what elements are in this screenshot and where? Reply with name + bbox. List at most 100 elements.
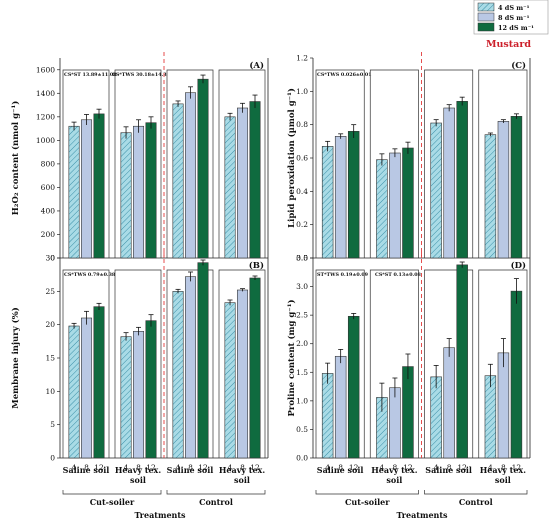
y-tick-label: 0: [50, 454, 55, 463]
group-label: soil: [234, 475, 250, 485]
y-tick-label: 20: [45, 320, 55, 329]
stat-annotation: CS*TWS 0.026±0.01: [317, 72, 372, 78]
group-bracket: [114, 69, 162, 258]
legend: 4 dS m⁻¹ 8 dS m⁻¹ 12 dS m⁻¹: [473, 0, 549, 35]
x-tick-label: 12: [198, 463, 208, 472]
y-axis-label: Lipid peroxidation (µmol g⁻¹): [286, 88, 297, 228]
y-tick-label: 1600: [36, 65, 55, 74]
bar: [145, 320, 157, 459]
bar: [68, 325, 80, 459]
group-bracket: [218, 69, 266, 258]
x-tick-label: 4: [176, 463, 181, 472]
legend-label-4: 4 dS m⁻¹: [498, 4, 530, 12]
legend-swatch-4: [477, 2, 495, 12]
y-tick-label: 400: [41, 206, 56, 215]
stat-annotation: CS*TWS 0.79±0.38: [64, 272, 116, 278]
y-axis-label: Proline content (mg g⁻¹): [286, 299, 297, 416]
bar: [402, 147, 414, 259]
bar: [224, 302, 236, 459]
section-bracket: [166, 490, 266, 495]
group-bracket: [62, 269, 110, 458]
y-tick-label: 0.0: [296, 454, 308, 463]
bar: [389, 387, 401, 459]
y-tick-label: 600: [41, 183, 56, 192]
bar: [430, 122, 442, 259]
group-bracket: [369, 269, 419, 458]
bar: [172, 291, 184, 459]
stat-annotation: CS*ST 13.89±11.08: [64, 72, 117, 78]
bar: [185, 276, 197, 459]
x-tick-label: 8: [240, 463, 245, 472]
section-bracket: [424, 490, 528, 495]
bar: [443, 107, 455, 259]
panel-label: (A): [249, 60, 264, 71]
y-tick-label: 0.6: [296, 154, 308, 163]
x-tick-label: 12: [94, 463, 104, 472]
y-axis-label: H₂O₂ content (nmol g⁻¹): [10, 101, 21, 216]
group-bracket: [166, 269, 214, 458]
bar: [347, 315, 360, 459]
panel-label: (C): [511, 60, 526, 71]
bar: [120, 336, 132, 459]
x-tick-label: 12: [250, 463, 260, 472]
group-bracket: [369, 69, 419, 258]
y-tick-label: 0.0: [296, 254, 308, 263]
mustard-label: Mustard: [486, 39, 531, 50]
x-tick-label: 8: [447, 463, 452, 472]
legend-label-8: 8 dS m⁻¹: [498, 14, 530, 22]
x-tick-label: 4: [72, 463, 77, 472]
bar: [376, 159, 388, 259]
panel-b: 0 5 10 15 20 25 30 Membrane injury (%) (B) CS*TWS…: [10, 252, 269, 472]
group-bracket: [478, 269, 528, 458]
y-tick-label: 2.5: [296, 311, 308, 320]
bar: [197, 78, 209, 259]
bar: [430, 376, 442, 459]
section-label: Cut-soiler: [345, 497, 390, 507]
y-tick-label: 0.2: [296, 220, 308, 229]
bar: [237, 107, 249, 259]
y-tick-label: 1.2: [296, 54, 308, 63]
bar: [402, 366, 414, 459]
y-tick-label: 15: [45, 354, 55, 363]
panel-c: 0.0 0.2 0.4 0.6 0.8 1.0 1.2 Lipid peroxidation …: [286, 52, 531, 263]
x-tick-label: 4: [380, 463, 385, 472]
x-tick-label: 4: [124, 463, 129, 472]
x-tick-label: 4: [434, 463, 439, 472]
bar: [81, 119, 93, 259]
bar: [133, 331, 145, 459]
y-tick-label: 3.5: [296, 254, 308, 263]
bar: [443, 347, 455, 459]
bar: [133, 125, 145, 259]
stat-annotation: ST*TWS 0.19±0.09: [317, 272, 369, 278]
bar: [145, 122, 157, 259]
group-label: Saline soil: [167, 465, 214, 475]
x-tick-label: 8: [84, 463, 89, 472]
y-tick-label: 0: [50, 254, 55, 263]
y-tick-label: 1.0: [296, 396, 308, 405]
bar: [389, 152, 401, 259]
y-tick-label: 3.0: [296, 282, 308, 291]
x-tick-label: 8: [188, 463, 193, 472]
bar: [224, 116, 236, 259]
panel-label: (D): [511, 260, 526, 271]
section-bracket: [315, 490, 419, 495]
y-tick-label: 200: [41, 230, 56, 239]
section-label: Control: [459, 497, 493, 507]
bar: [120, 132, 132, 259]
section-bracket: [62, 490, 162, 495]
y-tick-label: 0.8: [296, 120, 308, 129]
group-label: soil: [130, 475, 146, 485]
bar: [185, 92, 197, 259]
bar: [237, 289, 249, 459]
y-tick-label: 800: [41, 159, 56, 168]
y-tick-label: 1.5: [296, 368, 308, 377]
bar: [249, 101, 261, 259]
x-tick-label: 4: [325, 463, 330, 472]
group-bracket: [478, 69, 528, 258]
bar: [197, 262, 209, 459]
group-label: Heavy tex.: [219, 465, 265, 475]
y-tick-label: 0.4: [296, 187, 308, 196]
x-tick-label: 12: [146, 463, 156, 472]
bar: [172, 103, 184, 259]
